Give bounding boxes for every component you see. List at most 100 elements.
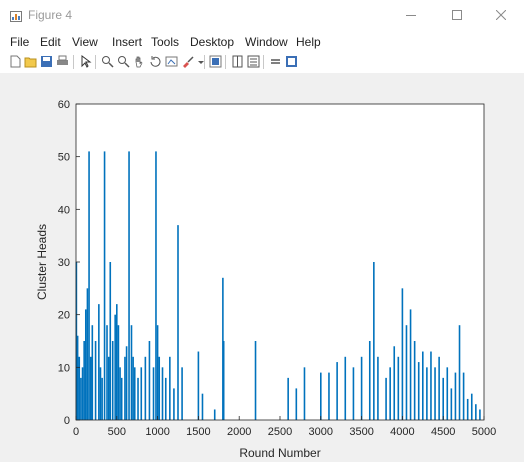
- menu-view[interactable]: View: [72, 35, 98, 49]
- x-axis-label: Round Number: [239, 446, 320, 460]
- bar: [402, 288, 404, 420]
- x-tick-label: 1000: [145, 426, 169, 438]
- zoom-in-button[interactable]: [100, 54, 114, 68]
- window-title: Figure 4: [28, 8, 72, 22]
- menu-desktop[interactable]: Desktop: [190, 35, 234, 49]
- cluster-heads-chart[interactable]: 0 500 1000 1500 2000 2500 3000 3500 4000 4500 5000…: [0, 73, 524, 462]
- bar: [320, 373, 322, 420]
- toolbar-separator: [73, 55, 74, 69]
- y-tick-label: 20: [58, 310, 70, 322]
- toolbar-separator: [225, 55, 226, 69]
- menu-help[interactable]: Help: [296, 35, 321, 49]
- x-tick-label: 2500: [268, 426, 292, 438]
- y-tick-label: 60: [58, 99, 70, 111]
- bar: [140, 367, 142, 420]
- bar: [119, 367, 121, 420]
- bar: [157, 325, 159, 420]
- bar: [112, 341, 114, 420]
- legend-button[interactable]: [246, 54, 260, 68]
- bar: [158, 357, 160, 420]
- y-tick-label: 10: [58, 362, 70, 374]
- close-icon: [496, 10, 506, 20]
- menu-window[interactable]: Window: [245, 35, 288, 49]
- menu-bar: File Edit View Insert Tools Desktop Wind…: [0, 33, 524, 51]
- minimize-button[interactable]: [388, 0, 434, 30]
- bar: [344, 357, 346, 420]
- colorbar-icon: [231, 55, 244, 68]
- bar: [92, 325, 94, 420]
- bar: [132, 357, 134, 420]
- menu-tools[interactable]: Tools: [151, 35, 179, 49]
- x-tick-label: 2000: [227, 426, 251, 438]
- bar: [90, 357, 92, 420]
- bar: [98, 304, 100, 420]
- bar: [108, 357, 110, 420]
- brush-menu-button[interactable]: [194, 54, 208, 68]
- save-button[interactable]: [39, 54, 53, 68]
- rotate-3d-button[interactable]: [148, 54, 162, 68]
- edit-plot-arrow-icon: [79, 55, 92, 68]
- hide-plot-tools-icon: [269, 55, 282, 68]
- menu-file[interactable]: File: [10, 35, 29, 49]
- bar: [398, 357, 400, 420]
- bar: [471, 394, 473, 420]
- y-tick-label: 30: [58, 257, 70, 269]
- bar: [131, 325, 133, 420]
- bar: [87, 288, 89, 420]
- bar: [422, 352, 424, 420]
- bar: [202, 394, 204, 420]
- rotate-3d-icon: [149, 55, 162, 68]
- menu-insert[interactable]: Insert: [112, 35, 142, 49]
- new-figure-button[interactable]: [8, 54, 22, 68]
- bar: [369, 341, 371, 420]
- y-tick-label: 40: [58, 204, 70, 216]
- x-tick-label: 4500: [431, 426, 455, 438]
- bar: [373, 262, 375, 420]
- bar: [126, 346, 128, 420]
- colorbar-button[interactable]: [230, 54, 244, 68]
- bar: [463, 373, 465, 420]
- open-file-button[interactable]: [23, 54, 37, 68]
- bar: [393, 346, 395, 420]
- print-icon: [56, 55, 69, 68]
- x-tick-label: 0: [73, 426, 79, 438]
- brush-button[interactable]: [180, 54, 194, 68]
- hide-plot-tools-button[interactable]: [268, 54, 282, 68]
- bar: [353, 367, 355, 420]
- title-bar: Figure 4: [0, 0, 524, 30]
- bar: [296, 388, 298, 420]
- bar: [223, 341, 225, 420]
- bar: [255, 341, 257, 420]
- bar: [153, 367, 155, 420]
- y-axis-label: Cluster Heads: [35, 224, 49, 300]
- data-cursor-button[interactable]: [164, 54, 178, 68]
- matlab-figure-icon: [10, 9, 22, 20]
- bar: [410, 309, 412, 420]
- bar: [128, 151, 130, 420]
- bar: [430, 352, 432, 420]
- link-plot-button[interactable]: [208, 54, 222, 68]
- bar: [134, 367, 136, 420]
- edit-plot-button[interactable]: [78, 54, 92, 68]
- bar: [173, 388, 175, 420]
- brush-icon: [181, 55, 194, 68]
- link-plot-icon: [209, 55, 222, 68]
- bar: [426, 367, 428, 420]
- bar: [116, 304, 118, 420]
- maximize-button[interactable]: [434, 0, 480, 30]
- bar: [377, 357, 379, 420]
- zoom-out-button[interactable]: [116, 54, 130, 68]
- pan-button[interactable]: [132, 54, 146, 68]
- y-tick-label: 0: [64, 415, 70, 427]
- bar: [78, 357, 80, 420]
- menu-edit[interactable]: Edit: [40, 35, 61, 49]
- bar: [304, 367, 306, 420]
- bar: [467, 399, 469, 420]
- print-button[interactable]: [55, 54, 69, 68]
- close-button[interactable]: [478, 0, 524, 30]
- x-tick-label: 1500: [186, 426, 210, 438]
- data-cursor-icon: [165, 55, 178, 68]
- bar: [165, 378, 167, 420]
- show-plot-tools-button[interactable]: [284, 54, 298, 68]
